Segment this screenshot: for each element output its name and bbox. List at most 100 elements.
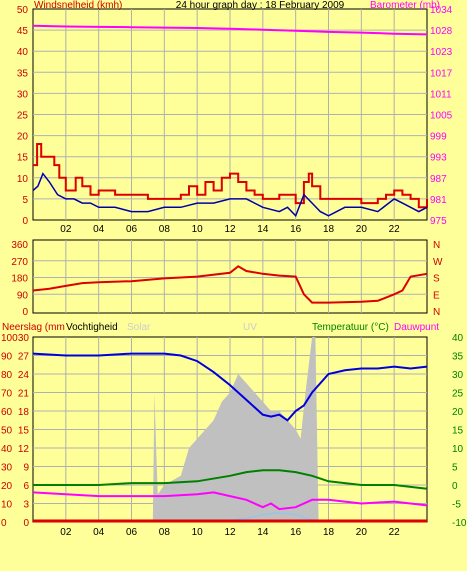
dewpoint-label: Dauwpunt xyxy=(394,322,439,333)
time-tick-label: 04 xyxy=(93,527,105,538)
humidity-label: Vochtigheid xyxy=(66,322,118,333)
temperature-tick-label: 30 xyxy=(452,370,464,381)
time-tick-label: 02 xyxy=(60,224,72,235)
rain-tick-label: 50 xyxy=(1,426,13,437)
barometer-tick-label: 993 xyxy=(430,153,447,164)
time-tick-label: 02 xyxy=(60,527,72,538)
temperature-label: Temperatuur (°C) xyxy=(312,322,389,333)
temperature-tick-label: 25 xyxy=(452,389,464,400)
wind-panel-grid xyxy=(33,9,427,220)
direction-tick-label: 0 xyxy=(22,307,28,318)
compass-label: E xyxy=(433,290,440,301)
rain-tick-label: 10 xyxy=(1,500,13,511)
barometer-tick-label: 1005 xyxy=(430,111,453,122)
humidity-tick-label: 27 xyxy=(18,352,30,363)
barometer-tick-label: 1023 xyxy=(430,47,453,58)
direction-tick-label: 270 xyxy=(11,257,28,268)
time-tick-label: 20 xyxy=(356,527,368,538)
humidity-tick-label: 6 xyxy=(23,481,29,492)
barometer-tick-label: 987 xyxy=(430,174,447,185)
time-tick-label: 10 xyxy=(192,224,204,235)
wind-tick-label: 0 xyxy=(22,216,28,227)
time-tick-label: 20 xyxy=(356,224,368,235)
uv-series-line xyxy=(229,512,313,521)
barometer-tick-label: 1028 xyxy=(430,26,453,37)
wind-tick-label: 50 xyxy=(17,5,29,16)
humidity-tick-label: 12 xyxy=(18,444,30,455)
time-tick-label: 16 xyxy=(290,527,302,538)
temperature-tick-label: -10 xyxy=(452,518,467,529)
wind-series-line xyxy=(32,172,428,218)
time-tick-label: 08 xyxy=(159,527,171,538)
wind-tick-label: 10 xyxy=(17,174,29,185)
direction-panel-series xyxy=(32,265,428,304)
time-tick-label: 14 xyxy=(257,224,269,235)
wind-tick-label: 5 xyxy=(22,195,28,206)
time-tick-label: 06 xyxy=(126,224,138,235)
rain-tick-label: 20 xyxy=(1,481,13,492)
time-tick-label: 12 xyxy=(224,224,236,235)
wind-time-axis: 02 04 06 08 10 12 14 16 18 20 22 xyxy=(60,224,400,235)
rain-tick-label: 90 xyxy=(1,352,13,363)
direction-tick-label: 360 xyxy=(11,240,28,251)
rain-time-axis: 02 04 06 08 10 12 14 16 18 20 22 xyxy=(60,527,400,538)
wind-tick-label: 35 xyxy=(17,68,29,79)
rain-tick-label: 80 xyxy=(1,370,13,381)
time-tick-label: 08 xyxy=(159,224,171,235)
direction-degree-axis: 360 270 180 90 0 xyxy=(11,240,28,318)
chart-title: 24 hour graph day : 18 February 2009 xyxy=(176,0,345,11)
temperature-series-line xyxy=(33,469,428,490)
wind-tick-label: 15 xyxy=(17,153,29,164)
solar-label: Solar xyxy=(127,322,151,333)
wind-tick-label: 40 xyxy=(17,47,29,58)
direction-tick-label: 90 xyxy=(17,290,29,301)
temperature-tick-label: -5 xyxy=(452,500,461,511)
time-tick-label: 22 xyxy=(389,224,401,235)
compass-label: S xyxy=(433,274,440,285)
time-tick-label: 18 xyxy=(323,224,335,235)
barometer-tick-label: 1034 xyxy=(430,5,453,16)
barometer-label: Barometer (mb) xyxy=(370,0,440,11)
solar-area xyxy=(152,337,319,522)
time-tick-label: 22 xyxy=(389,527,401,538)
rain-panel-series xyxy=(32,337,428,523)
time-tick-label: 06 xyxy=(126,527,138,538)
rain-tick-label: 70 xyxy=(1,389,13,400)
time-tick-label: 10 xyxy=(192,527,204,538)
rain-tick-label: 0 xyxy=(1,518,7,529)
humidity-tick-label: 21 xyxy=(18,389,30,400)
compass-label: N xyxy=(433,307,440,318)
compass-label: N xyxy=(433,240,440,251)
barometer-tick-label: 975 xyxy=(430,216,447,227)
temperature-tick-label: 40 xyxy=(452,333,464,344)
compass-label: W xyxy=(433,257,443,268)
barometer-tick-label: 1011 xyxy=(430,89,452,100)
temperature-tick-label: 35 xyxy=(452,352,464,363)
humidity-tick-label: 24 xyxy=(18,370,30,381)
rain-label: Neerslag (mm xyxy=(2,322,65,333)
wind-tick-label: 30 xyxy=(17,89,29,100)
uv-label: UV xyxy=(243,322,257,333)
rain-tick-label: 60 xyxy=(1,407,13,418)
barometer-tick-label: 999 xyxy=(430,132,447,143)
humidity-tick-label: 0 xyxy=(23,518,29,529)
temperature-axis: 40 35 30 25 20 15 10 5 0 -5 -10 xyxy=(452,333,467,529)
barometer-tick-label: 981 xyxy=(430,195,447,206)
rain-tick-label: 30 xyxy=(1,463,13,474)
temperature-tick-label: 5 xyxy=(452,463,458,474)
rain-tick-label: 40 xyxy=(1,444,13,455)
humidity-tick-label: 9 xyxy=(23,463,29,474)
time-tick-label: 18 xyxy=(323,527,335,538)
wind-panel-series xyxy=(32,24,428,218)
time-tick-label: 12 xyxy=(224,527,236,538)
humidity-series-line xyxy=(32,352,428,422)
dewpoint-series-line xyxy=(32,491,428,511)
humidity-tick-label: 15 xyxy=(18,426,30,437)
direction-tick-label: 180 xyxy=(11,274,28,285)
temperature-tick-label: 20 xyxy=(452,407,464,418)
barometer-tick-label: 1017 xyxy=(430,68,453,79)
